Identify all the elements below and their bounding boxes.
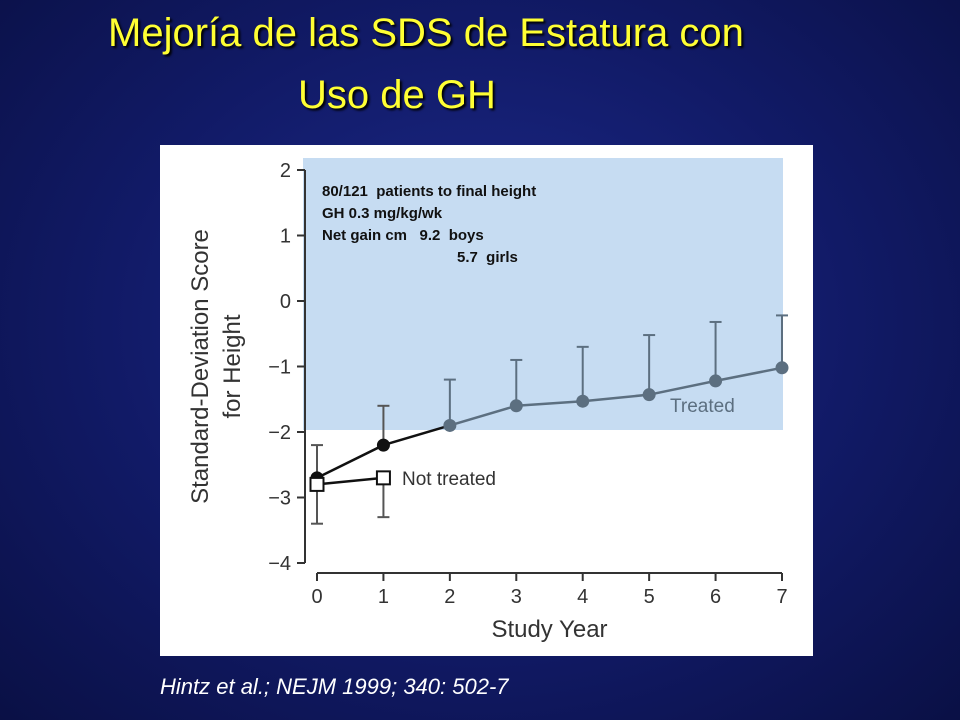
treated-line-segment: [648, 379, 716, 396]
treated-line-segment: [516, 399, 583, 408]
y-axis-label-line2: for Height: [219, 314, 246, 418]
x-tick-label: 0: [311, 586, 322, 608]
y-tick-label: −3: [268, 488, 291, 510]
treated-line-segment: [316, 443, 384, 479]
x-tick-label: 2: [444, 586, 455, 608]
y-tick-label: 1: [280, 226, 291, 248]
treated-point: [775, 361, 789, 375]
not-treated-point: [375, 470, 391, 486]
x-tick-label: 7: [776, 586, 787, 608]
treated-point: [443, 418, 457, 432]
not-treated-series-label: Not treated: [402, 469, 496, 490]
annotation-line-3: Net gain cm 9.2 boys: [322, 227, 484, 244]
annotation-line-4: 5.7 girls: [457, 249, 518, 266]
annotation-line-2: GH 0.3 mg/kg/wk: [322, 205, 443, 222]
treated-point: [642, 388, 656, 402]
not-treated-line-segment: [316, 476, 384, 486]
citation: Hintz et al.; NEJM 1999; 340: 502-7: [160, 674, 509, 699]
treated-point: [576, 394, 590, 408]
chart-panel: 2 1 0 −1 −2 −3 −4 0 1 2 3 4 5 6 7 Study Year Standard-De…: [160, 145, 813, 656]
treated-point: [376, 438, 390, 452]
treated-point: [709, 374, 723, 388]
y-tick-label: 0: [280, 291, 291, 313]
x-tick-label: 6: [710, 586, 721, 608]
chart-svg: 2 1 0 −1 −2 −3 −4 0 1 2 3 4 5 6 7 Study Year Standard-De…: [187, 158, 789, 643]
y-tick-label: −1: [268, 357, 291, 379]
treated-line-segment: [449, 404, 517, 427]
treated-point: [509, 399, 523, 413]
y-tick-label: −4: [268, 553, 291, 575]
x-tick-label: 1: [378, 586, 389, 608]
treated-series-label: Treated: [670, 396, 735, 417]
y-tick-label: −2: [268, 422, 291, 444]
annotation-box: 80/121 patients to final height GH 0.3 mg…: [322, 181, 536, 269]
y-tick-label: 2: [280, 160, 291, 182]
treated-line-segment: [383, 424, 451, 447]
treated-line-segment: [582, 393, 650, 403]
treated-line-segment: [715, 366, 783, 383]
x-tick-label: 5: [644, 586, 655, 608]
slide-title-line2: Uso de GH: [298, 73, 496, 117]
x-tick-label: 4: [577, 586, 588, 608]
x-axis-label: Study Year: [491, 616, 607, 643]
annotation-line-1: 80/121 patients to final height: [322, 183, 537, 200]
x-tick-label: 3: [511, 586, 522, 608]
y-axis-label-line1: Standard-Deviation Score: [187, 229, 214, 504]
slide-title-line1: Mejoría de las SDS de Estatura con: [108, 11, 744, 55]
not-treated-point: [309, 476, 325, 492]
